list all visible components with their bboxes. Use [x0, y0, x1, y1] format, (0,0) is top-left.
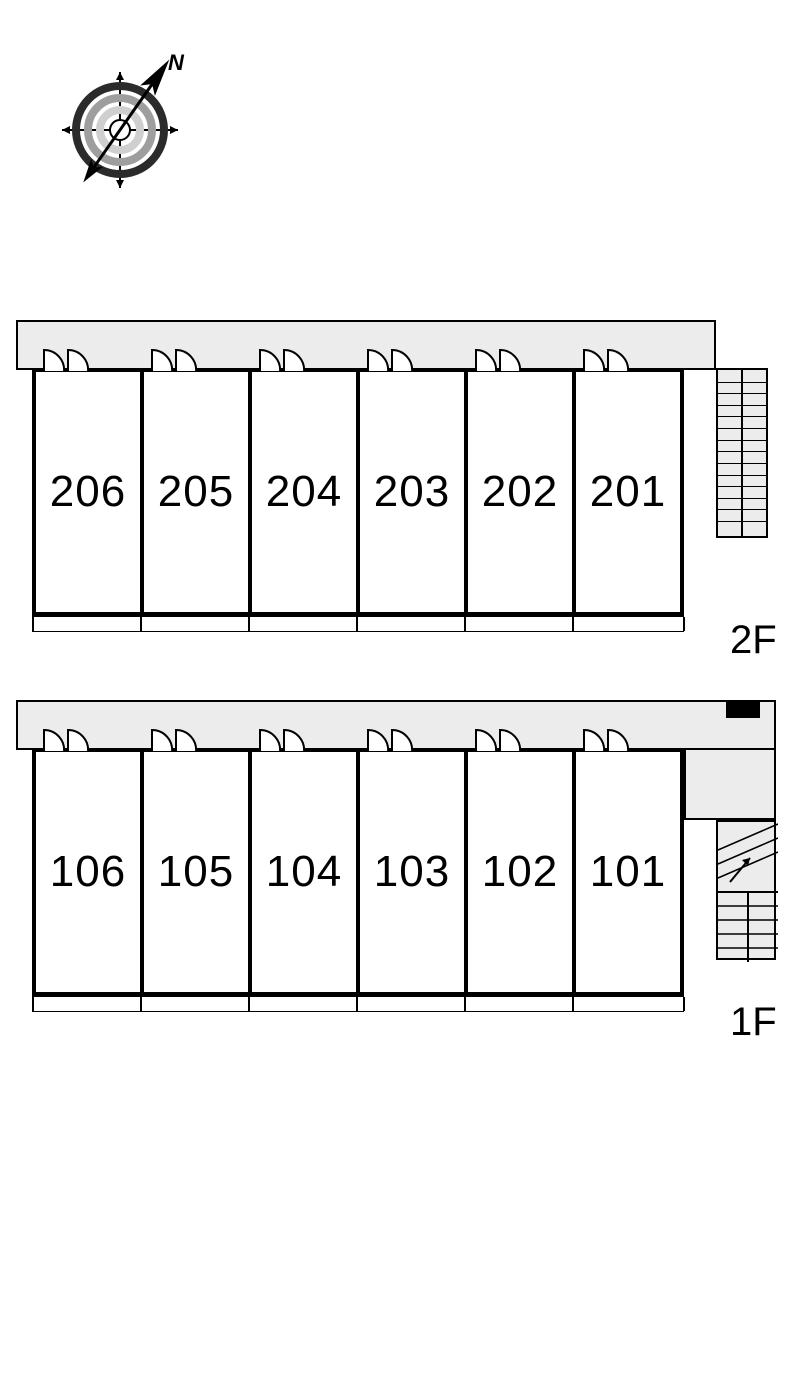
unit-104: 104 — [248, 748, 360, 996]
unit-label: 104 — [266, 847, 342, 897]
stair-1f — [716, 820, 776, 960]
compass-n-label: N — [168, 50, 185, 75]
balcony-1f — [32, 996, 684, 1012]
door-icon — [366, 724, 426, 752]
units-row-1f: 106 105 104 103 102 101 — [32, 748, 684, 996]
floorplan-canvas: N — [0, 0, 800, 1373]
floor-label-2f: 2F — [730, 618, 777, 663]
unit-206: 206 — [32, 368, 144, 616]
door-icon — [258, 344, 318, 372]
unit-label: 106 — [50, 847, 126, 897]
door-icon — [42, 344, 102, 372]
unit-204: 204 — [248, 368, 360, 616]
side-wall-1f — [684, 748, 776, 820]
door-icon — [366, 344, 426, 372]
door-icon — [474, 344, 534, 372]
unit-label: 205 — [158, 467, 234, 517]
unit-label: 204 — [266, 467, 342, 517]
door-icon — [258, 724, 318, 752]
unit-201: 201 — [572, 368, 684, 616]
compass-icon: N — [50, 40, 210, 200]
unit-106: 106 — [32, 748, 144, 996]
door-icon — [582, 344, 642, 372]
unit-101: 101 — [572, 748, 684, 996]
floor-label-1f: 1F — [730, 1000, 777, 1045]
unit-103: 103 — [356, 748, 468, 996]
unit-label: 103 — [374, 847, 450, 897]
units-row-2f: 206 205 204 203 202 201 — [32, 368, 684, 616]
unit-label: 202 — [482, 467, 558, 517]
balcony-2f — [32, 616, 684, 632]
entry-notch — [726, 700, 760, 718]
stair-2f — [716, 368, 768, 538]
unit-label: 203 — [374, 467, 450, 517]
unit-label: 201 — [590, 467, 666, 517]
door-icon — [150, 724, 210, 752]
floor-1f: 106 105 104 103 102 101 — [0, 700, 790, 1040]
unit-102: 102 — [464, 748, 576, 996]
door-icon — [150, 344, 210, 372]
unit-label: 105 — [158, 847, 234, 897]
unit-202: 202 — [464, 368, 576, 616]
floor-2f: 206 205 204 203 202 201 — [0, 320, 790, 660]
unit-205: 205 — [140, 368, 252, 616]
door-icon — [582, 724, 642, 752]
unit-label: 102 — [482, 847, 558, 897]
door-icon — [474, 724, 534, 752]
unit-label: 206 — [50, 467, 126, 517]
door-icon — [42, 724, 102, 752]
unit-203: 203 — [356, 368, 468, 616]
unit-label: 101 — [590, 847, 666, 897]
unit-105: 105 — [140, 748, 252, 996]
